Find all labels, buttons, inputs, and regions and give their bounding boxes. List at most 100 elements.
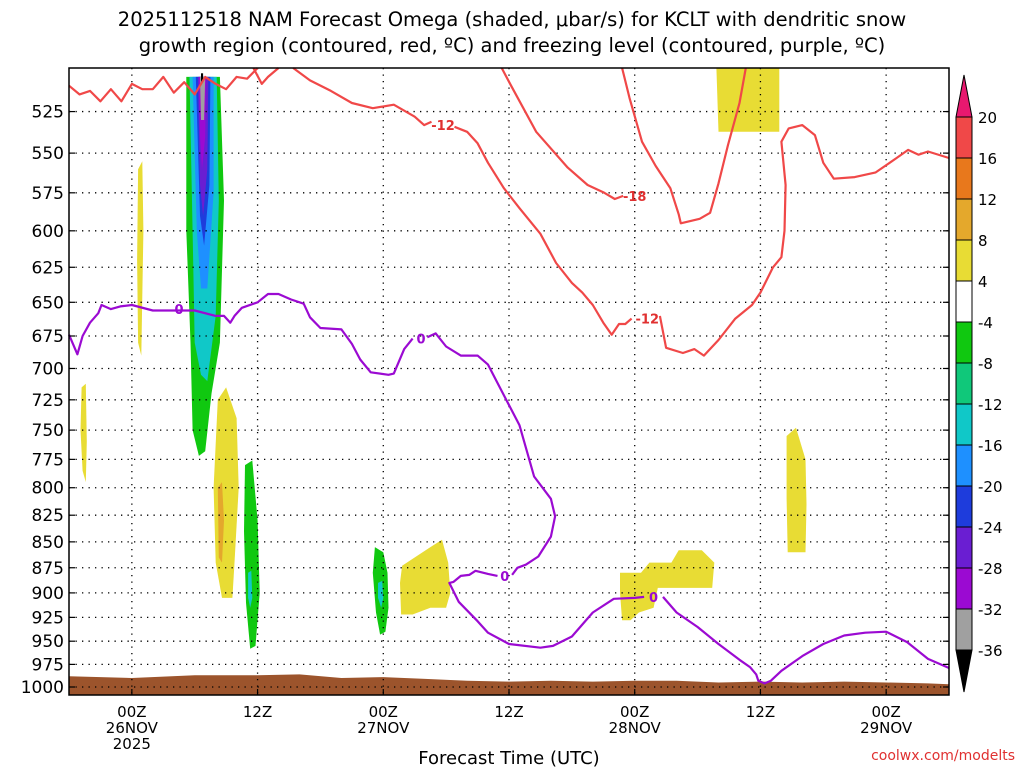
y-tick-label: 700 [32,359,64,379]
freezing-level-label: 0 [649,591,658,606]
x-tick-label: 26NOV [106,719,159,737]
colorbar-label: -20 [978,478,1003,496]
dgz-isotherm-layer [68,67,950,357]
y-tick-label: 900 [32,584,64,604]
y-tick-label: 525 [32,103,64,123]
dgz-isotherm-line [252,67,280,86]
omega-region [244,460,260,649]
colorbar-box [955,321,973,364]
x-tick-label: 00Z [620,703,649,721]
colorbar: 20 16 12 8 4 -4 -8 -12 -16 -20 -24 -28 -32 -36 [955,74,1003,693]
credit-text: coolwx.com/modelts [871,748,1015,764]
chart-title-line-2: growth region (contoured, red, ºC) and f… [139,34,886,57]
colorbar-box [955,280,973,323]
y-tick-label: 550 [32,144,64,164]
freezing-level-label: 0 [500,570,509,585]
colorbar-label: 4 [978,273,988,291]
x-tick-label: 00Z [369,703,398,721]
isotherm-label: -18 [623,190,647,205]
chart-title: 2025112518 NAM Forecast Omega (shaded, μ… [118,8,906,57]
y-tick-label: 675 [32,327,64,347]
freezing-level-layer [67,292,950,685]
y-tick-label: 975 [32,655,64,675]
freezing-level-label: 0 [174,303,183,318]
colorbar-label: -28 [978,560,1003,578]
x-tick-label: 27NOV [357,719,410,737]
colorbar-label: -36 [978,642,1003,660]
x-tick-label: 28NOV [609,719,662,737]
colorbar-box [955,485,973,528]
y-tick-label: 875 [32,559,64,579]
freezing-level-label: 0 [416,333,425,348]
x-tick-label: 29NOV [860,719,913,737]
x-tick-label: 12Z [243,703,272,721]
colorbar-label: -32 [978,601,1003,619]
y-tick-label: 750 [32,421,64,441]
colorbar-box [955,608,973,651]
ground-layer [69,674,949,695]
omega-region [200,76,206,120]
y-tick-label: 1000 [21,678,64,698]
colorbar-box [955,198,973,241]
dgz-isotherm-line [68,67,259,103]
colorbar-arrow-top [955,74,973,118]
isotherm-label: -12 [431,119,455,134]
colorbar-box [955,526,973,569]
colorbar-arrow-bottom [955,649,973,693]
colorbar-box [955,567,973,610]
colorbar-box [955,239,973,282]
colorbar-label: -24 [978,519,1003,537]
omega-region [400,539,451,615]
y-tick-label: 775 [32,450,64,470]
isotherm-label: -12 [636,313,660,328]
omega-region [80,383,87,483]
x-tick-label: 12Z [494,703,523,721]
ground-area [69,674,949,695]
x-tick-label: 2025 [113,735,151,753]
colorbar-label: 20 [978,109,997,127]
omega-shading-layer [80,68,807,649]
y-tick-label: 625 [32,258,64,278]
chart-title-line-1: 2025112518 NAM Forecast Omega (shaded, μ… [118,8,906,31]
grid-layer [69,68,949,695]
colorbar-label: -8 [978,355,993,373]
freezing-level-line [67,292,414,376]
omega-region [378,580,384,608]
y-tick-label: 825 [32,506,64,526]
omega-region [213,387,239,598]
dgz-isotherm-line [292,67,432,127]
y-tick-label: 850 [32,533,64,553]
omega-region [786,427,807,553]
colorbar-label: 8 [978,232,988,250]
omega-region [248,570,253,608]
dgz-isotherm-line [454,125,633,336]
colorbar-box [955,157,973,200]
x-tick-label: 12Z [746,703,775,721]
y-tick-label: 600 [32,222,64,242]
dgz-isotherm-line [500,67,624,201]
colorbar-label: 12 [978,191,997,209]
colorbar-label: 16 [978,150,997,168]
colorbar-box [955,444,973,487]
y-tick-label: 950 [32,632,64,652]
colorbar-label: -4 [978,314,993,332]
y-tick-label: 925 [32,608,64,628]
y-tick-label: 575 [32,184,64,204]
x-tick-label: 00Z [117,703,146,721]
colorbar-label: -16 [978,437,1003,455]
dgz-isotherm-line [621,67,747,225]
y-tick-label: 650 [32,293,64,313]
y-tick-label: 725 [32,391,64,411]
y-tick-label: 800 [32,479,64,499]
omega-region [716,68,780,132]
axes-layer: 525 550 575 600 625 650 675 700 725 750 775 800 825 8… [21,103,949,753]
x-axis-label: Forecast Time (UTC) [418,748,599,768]
dgz-isotherm-line [658,123,950,357]
colorbar-box [955,362,973,405]
colorbar-box [955,116,973,159]
colorbar-box [955,403,973,446]
colorbar-label: -12 [978,396,1003,414]
freezing-level-line [662,596,950,685]
